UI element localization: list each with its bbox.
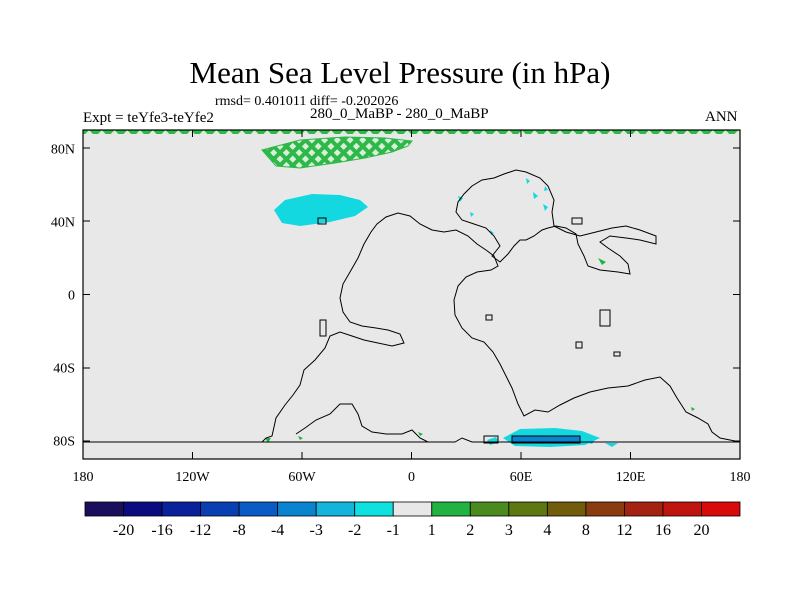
colorbar-label: -2	[348, 522, 361, 539]
x-tick-label: 0	[408, 470, 415, 485]
x-tick-label: 180	[730, 470, 751, 485]
colorbar-swatch	[277, 501, 317, 517]
chart-title: Mean Sea Level Pressure (in hPa)	[189, 55, 611, 90]
y-tick-label: 80S	[53, 435, 75, 450]
season-label: ANN	[705, 109, 738, 125]
anomaly-positive-north-atlantic	[261, 136, 413, 169]
axis-ticks	[82, 130, 741, 459]
colorbar-swatch	[84, 501, 124, 517]
colorbar-swatch	[469, 501, 510, 517]
colorbar-label: 1	[428, 522, 436, 539]
colorbar-swatch	[123, 501, 163, 517]
colorbar-label: -20	[113, 522, 134, 539]
experiment-label: Expt = teYfe3-teYfe2	[83, 110, 214, 126]
colorbar-swatch	[585, 501, 625, 517]
colorbar-label: -1	[387, 522, 400, 539]
colorbar-swatch	[392, 501, 433, 517]
y-tick-label: 40N	[51, 215, 75, 230]
colorbar-swatch	[662, 501, 702, 517]
colorbar-label: -16	[151, 522, 172, 539]
colorbar-swatch	[200, 501, 240, 517]
x-tick-labels: 180 120W 60W 0 60E 120E 180	[73, 470, 751, 485]
colorbar-swatch	[354, 501, 394, 517]
anomaly-negative-core	[512, 436, 580, 443]
colorbar-swatch	[624, 501, 664, 517]
colorbar-label: 4	[543, 522, 551, 539]
colorbar-swatch	[161, 501, 201, 517]
colorbar-swatch	[701, 501, 741, 517]
anomaly-negative-mid-atlantic	[274, 194, 368, 226]
colorbar-swatch	[508, 501, 548, 517]
colorbar-swatch	[431, 501, 471, 517]
colorbar-label: -3	[310, 522, 323, 539]
y-tick-label: 80N	[51, 142, 75, 157]
y-tick-labels: 80N 40N 0 40S 80S	[51, 142, 75, 449]
x-tick-label: 60E	[510, 470, 533, 485]
colorbar-label: 2	[466, 522, 474, 539]
coastlines	[83, 169, 741, 444]
colorbar-label: 8	[582, 522, 590, 539]
y-tick-label: 0	[68, 289, 75, 304]
x-tick-label: 180	[73, 470, 94, 485]
x-tick-label: 60W	[288, 470, 316, 485]
x-tick-label: 120W	[175, 470, 210, 485]
rmsd-diff-stats: rmsd= 0.401011 diff= -0.202026	[215, 94, 399, 109]
y-tick-label: 40S	[53, 362, 75, 377]
colorbar-label: -8	[232, 522, 245, 539]
x-tick-label: 120E	[616, 470, 646, 485]
map-background	[83, 130, 740, 459]
colorbar-label: 20	[693, 522, 709, 539]
colorbar-label: -4	[271, 522, 284, 539]
colorbar-label: 12	[616, 522, 632, 539]
colorbar-swatch	[238, 501, 279, 517]
colorbar-label: 3	[505, 522, 513, 539]
colorbar-label: -12	[190, 522, 211, 539]
colorbar-swatch	[546, 501, 587, 517]
colorbar-label: 16	[655, 522, 671, 539]
colorbar: -20 -16 -12 -8 -4 -3 -2 -1 1 2 3 4 8 12 16 20	[84, 501, 741, 539]
colorbar-swatch	[315, 501, 356, 517]
period-label: 280_0_MaBP - 280_0_MaBP	[310, 106, 489, 122]
